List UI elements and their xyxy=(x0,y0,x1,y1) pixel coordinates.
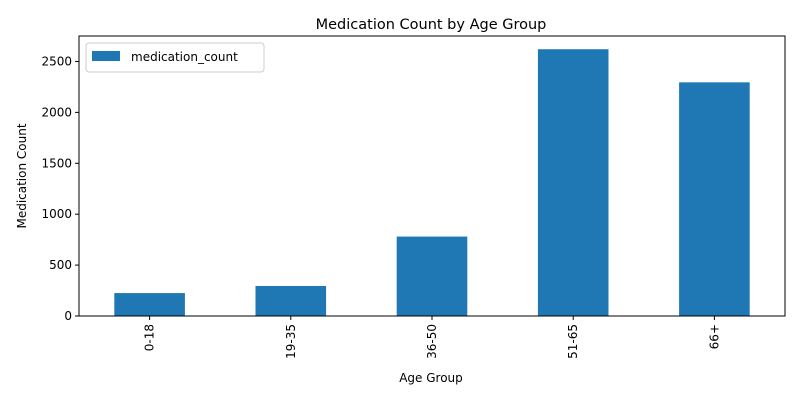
x-tick-label: 19-35 xyxy=(284,324,298,359)
bar-19-35 xyxy=(255,285,327,316)
y-axis-label: Medication Count xyxy=(15,123,29,228)
bars-group xyxy=(114,49,750,317)
x-axis-label: Age Group xyxy=(399,371,463,385)
bar-66+ xyxy=(679,82,750,316)
y-tick-label: 0 xyxy=(64,309,72,323)
x-tick-label: 36-50 xyxy=(425,324,439,359)
bar-0-18 xyxy=(114,293,185,316)
chart-title: Medication Count by Age Group xyxy=(316,17,547,33)
bar-51-65 xyxy=(537,49,609,317)
x-tick-label: 0-18 xyxy=(143,324,157,351)
x-tick-label: 66+ xyxy=(707,324,721,349)
y-tick-label: 1500 xyxy=(41,156,72,170)
y-tick-label: 500 xyxy=(49,258,72,272)
x-tick-label: 51-65 xyxy=(566,324,580,359)
y-axis: 0 500 1000 1500 2000 2500 xyxy=(41,54,79,323)
legend: medication_count xyxy=(85,42,265,73)
y-tick-label: 1000 xyxy=(41,207,72,221)
legend-label: medication_count xyxy=(131,50,238,64)
x-axis: 0-18 19-35 36-50 51-65 66+ xyxy=(143,316,721,359)
y-tick-label: 2500 xyxy=(41,54,72,68)
y-tick-label: 2000 xyxy=(41,105,72,119)
legend-box xyxy=(85,42,265,73)
legend-swatch xyxy=(92,51,120,61)
bar-36-50 xyxy=(396,236,468,316)
